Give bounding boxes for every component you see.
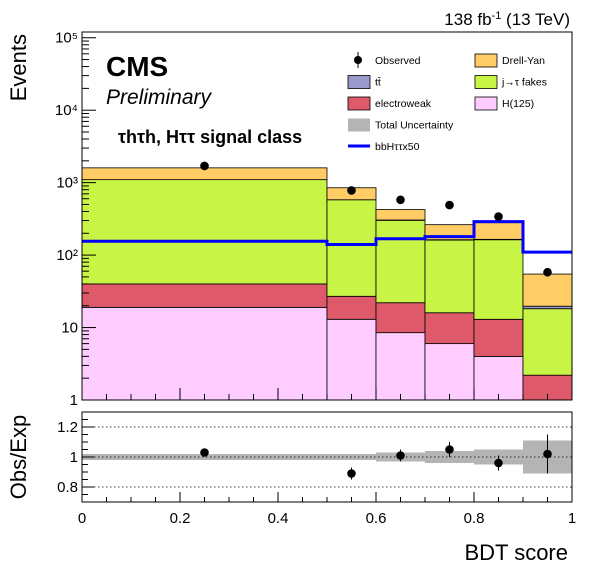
main-y-tick-label-2: 10²	[56, 247, 78, 264]
main-panel-stack	[81, 167, 573, 401]
x-tick-label-5: 1	[568, 510, 576, 527]
legend-label-j-fakes: j→τ fakes	[501, 77, 547, 89]
y-axis-label-ratio: Obs/Exp	[6, 415, 31, 499]
main-y-tick-label-5: 10⁵	[55, 30, 78, 47]
main-panel-signal	[82, 220, 572, 254]
observed-point-3	[445, 200, 454, 210]
ratio-point-2	[396, 451, 405, 460]
main-y-tick-label-0: 1	[70, 392, 78, 409]
ratio-gridlines	[82, 426, 572, 488]
stack-bar-electroweak-1	[326, 295, 377, 320]
observed-point-1	[347, 186, 356, 195]
ratio-band-1	[327, 454, 376, 460]
x-tick-label-1: 0.2	[170, 510, 191, 527]
legend-swatch-drell-yan	[474, 53, 498, 68]
observed-point-4	[494, 212, 503, 221]
status-label: Preliminary	[106, 86, 213, 109]
legend-label-tt: tt̄	[375, 76, 381, 88]
legend-label-drell-yan: Drell-Yan	[502, 55, 545, 67]
x-tick-label-3: 0.6	[366, 510, 387, 527]
stack-bar-j-fakes-1	[326, 199, 377, 297]
stack-bar-h-125-0	[81, 306, 328, 401]
ratio-y-tick-label: 1.2	[57, 419, 78, 436]
ratio-points	[200, 434, 552, 480]
ratio-y-tick-label: 0.8	[57, 479, 78, 496]
stack-bar-h-125-3	[424, 343, 475, 401]
ratio-point-4	[494, 458, 503, 468]
main-y-tick-label-4: 10⁴	[55, 102, 78, 119]
legend-label-observed: Observed	[375, 55, 421, 67]
main-y-tick-label-3: 10³	[56, 175, 78, 192]
x-tick-label-0: 0	[78, 510, 86, 527]
signal-line	[82, 220, 572, 254]
observed-point-5	[543, 267, 552, 277]
legend-observed-marker	[354, 56, 362, 64]
legend-label-total-uncertainty: Total Uncertainty	[375, 120, 454, 132]
stack-bar-electroweak-0	[81, 283, 328, 308]
legend-swatch-j-fakes	[474, 75, 498, 89]
stack-bar-drell-yan-5	[522, 273, 573, 307]
ratio-point-3	[445, 445, 454, 454]
stack-bar-j-fakes-4	[473, 239, 524, 320]
x-axis-label: BDT score	[464, 540, 568, 565]
stack-bar-electroweak-2	[375, 302, 426, 334]
main-x-ticks	[81, 388, 573, 400]
legend-label-electroweak: electroweak	[375, 98, 432, 110]
ratio-point-0	[200, 448, 209, 457]
stack-bar-j-fakes-0	[81, 179, 328, 285]
x-axis: 0 0.2 0.4 0.6 0.8 1	[78, 492, 576, 527]
legend-swatch-h-125	[474, 96, 498, 111]
main-panel-observed	[200, 161, 552, 277]
main-y-axis: 1 10 10² 10³ 10⁴ 10⁵	[55, 30, 96, 409]
x-tick-label-2: 0.4	[268, 510, 289, 527]
legend-swatch-electroweak	[347, 96, 371, 111]
stack-bar-j-fakes-2	[375, 219, 426, 304]
legend: Observed tt̄ electroweak Total Uncertainty b…	[347, 52, 547, 153]
stack-bar-j-fakes-5	[522, 308, 573, 376]
stack-bar-drell-yan-4	[473, 222, 524, 240]
stack-bar-j-fakes-3	[424, 239, 475, 314]
legend-uncertainty-swatch	[348, 118, 370, 132]
experiment-label: CMS	[106, 51, 168, 82]
stack-bar-drell-yan-2	[375, 209, 426, 221]
lumi-label: 138 fb-1 (13 TeV)	[444, 10, 570, 29]
stack-bar-h-125-2	[375, 332, 426, 401]
ratio-point-1	[347, 469, 356, 478]
stack-bar-electroweak-3	[424, 312, 475, 345]
ratio-band-0	[82, 454, 327, 460]
channel-label: τhτh, Hττ signal class	[118, 127, 302, 147]
x-tick-label-4: 0.8	[464, 510, 485, 527]
observed-point-0	[200, 161, 209, 171]
stack-bar-h-125-4	[473, 355, 524, 401]
y-axis-label-main: Events	[6, 34, 31, 101]
legend-label-h-125: H(125)	[502, 98, 534, 110]
stack-bar-electroweak-4	[473, 318, 524, 357]
stack-bar-h-125-1	[326, 318, 377, 401]
ratio-y-tick-label: 1	[70, 449, 78, 466]
legend-label-bbh-x50: bbHττx50	[375, 141, 420, 153]
legend-swatch-tt	[347, 75, 371, 89]
ratio-point-5	[543, 449, 552, 459]
observed-point-2	[396, 195, 405, 205]
main-y-tick-label-1: 10	[61, 320, 78, 337]
ratio-y-axis: 0.8 1 1.2	[57, 419, 94, 496]
